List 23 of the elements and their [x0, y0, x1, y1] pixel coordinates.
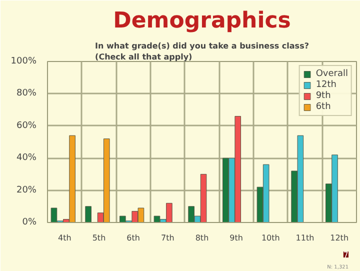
y-tick-label: 40% [16, 153, 37, 164]
y-tick-label: 60% [16, 120, 37, 131]
legend-label: 6th [316, 102, 332, 112]
x-tick-label: 6th [126, 234, 140, 242]
x-tick-label: 7th [161, 234, 174, 242]
x-tick-label: 11th [296, 234, 314, 242]
x-tick-label: 8th [195, 234, 209, 242]
x-tick-label: 10th [261, 234, 280, 242]
x-tick-label: 9th [230, 234, 243, 242]
x-tick-label: 4th [58, 234, 72, 242]
y-tick-label: 0% [22, 218, 37, 228]
x-tick-label: 5th [92, 234, 106, 242]
legend-label: Overall [316, 69, 348, 79]
chart-subtitle: In what grade(s) did you take a business class? (Check all that apply) [95, 42, 310, 62]
bar [85, 206, 92, 222]
chart-title: Demographics [113, 8, 291, 34]
y-tick-label: 100% [10, 56, 37, 66]
legend-label: 12th [316, 80, 337, 90]
legend-label: 9th [316, 91, 332, 101]
y-tick-label: 20% [16, 185, 37, 196]
text: 7 [343, 250, 349, 260]
x-tick-label: 12th [330, 234, 349, 242]
y-tick-label: 80% [16, 88, 37, 99]
